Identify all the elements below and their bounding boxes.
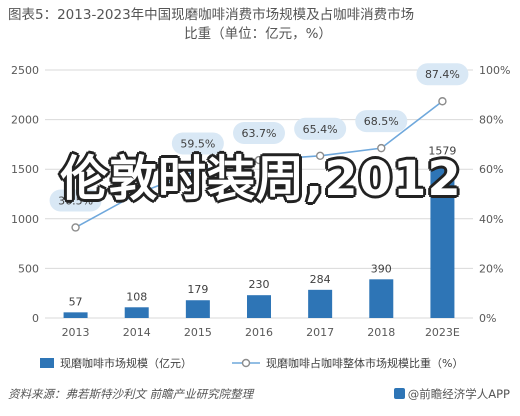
share-value-label: 59.5% [180, 137, 215, 150]
y-right-tick-label: 60% [479, 163, 503, 176]
share-point [315, 151, 325, 161]
y-left-tick-label: 1000 [11, 213, 39, 226]
bar [308, 289, 333, 318]
bar-value-label: 284 [310, 273, 331, 286]
bar-value-label: 1579 [428, 144, 456, 157]
chart-title: 图表5：2013-2023年中国现磨咖啡消费市场规模及占咖啡消费市场 比重（单位… [8, 6, 508, 44]
x-tick-label: 2016 [245, 326, 273, 339]
share-value-label: 68.5% [364, 115, 399, 128]
share-label-box [416, 63, 469, 86]
share-value-label: 65.4% [303, 123, 338, 136]
share-value-label: 63.7% [242, 127, 277, 140]
y-left-tick-label: 0 [32, 312, 39, 325]
share-point [132, 189, 141, 199]
chart-title-line1: 图表5：2013-2023年中国现磨咖啡消费市场规模及占咖啡消费市场 [8, 7, 415, 23]
share-label-box [49, 189, 102, 212]
y-left-tick-label: 500 [18, 262, 39, 275]
brand-text: @前瞻经济学人APP [407, 387, 510, 401]
source-note: 资料来源：弗若斯特沙利文 前瞻产业研究院整理 [8, 387, 254, 401]
share-value-label: 36.5% [58, 194, 93, 207]
bar-value-label: 108 [126, 290, 147, 303]
overlay-caption: 伦敦时装周,2012 [60, 151, 462, 207]
bar [369, 279, 394, 318]
bar-value-label: 390 [371, 262, 392, 275]
share-label-box [294, 117, 347, 140]
legend-bar-swatch [40, 358, 54, 368]
y-left-tick-label: 2000 [11, 114, 39, 127]
y-right-tick-label: 20% [479, 262, 503, 275]
bar [185, 300, 210, 318]
legend-line-label: 现磨咖啡占咖啡整体市场规模比重（%） [266, 356, 463, 370]
share-point [438, 97, 447, 106]
y-left-tick-label: 1500 [11, 163, 39, 176]
x-tick-label: 2015 [184, 326, 212, 339]
y-left-tick-label: 2500 [11, 64, 39, 77]
y-right-tick-label: 100% [479, 64, 510, 77]
share-point [71, 223, 80, 232]
bar-value-label: 57 [69, 295, 83, 308]
bar-value-label: 230 [249, 278, 270, 291]
bar [124, 307, 149, 318]
bar-value-label: 179 [187, 283, 208, 296]
share-value-label: 87.4% [425, 68, 460, 81]
share-label-box [233, 122, 285, 145]
combo-chart: 0 500 1000 1500 2000 2500 0% 20% 40% 60% 80% 100% 57… [11, 63, 510, 370]
x-tick-label: 2023E [425, 326, 460, 339]
share-point [377, 143, 386, 153]
share-label-box [355, 110, 408, 133]
legend-line-marker [241, 358, 251, 368]
x-tick-label: 2017 [306, 326, 334, 339]
share-point [193, 166, 203, 175]
y-right-tick-label: 0% [479, 312, 496, 325]
x-tick-label: 2014 [123, 326, 151, 339]
bar [63, 312, 88, 318]
legend-bar-label: 现磨咖啡市场规模（亿元） [60, 356, 192, 370]
share-label-box [171, 132, 224, 155]
brand-logo-icon [393, 388, 405, 399]
x-tick-label: 2013 [62, 326, 90, 339]
brand-credit: @前瞻经济学人APP [393, 386, 510, 402]
bar [430, 161, 455, 318]
share-point [254, 155, 264, 165]
y-right-tick-label: 80% [479, 114, 503, 127]
x-tick-label: 2018 [367, 326, 395, 339]
bar [247, 295, 271, 318]
y-right-tick-label: 40% [479, 213, 503, 226]
chart-title-line2: 比重（单位：亿元，%） [184, 26, 332, 42]
